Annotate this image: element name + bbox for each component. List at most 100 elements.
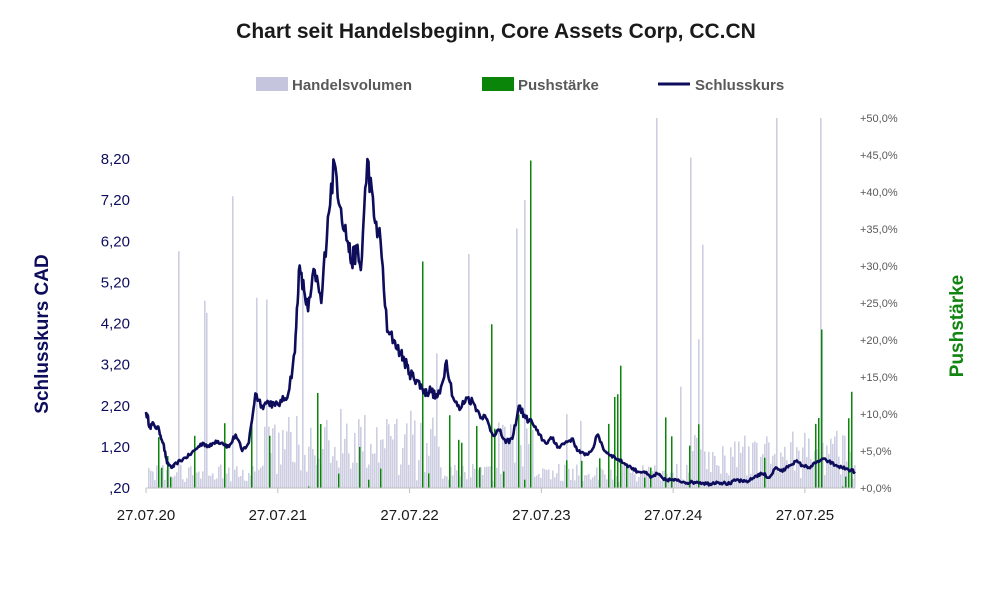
- volume-bar: [414, 420, 416, 488]
- push-bar: [317, 392, 319, 488]
- volume-bar: [378, 462, 380, 488]
- volume-bar: [558, 464, 560, 488]
- push-bar: [320, 424, 322, 488]
- push-bar: [617, 394, 619, 488]
- volume-bar: [538, 473, 540, 488]
- volume-bar: [376, 427, 378, 488]
- volume-bar: [304, 454, 306, 488]
- volume-bar: [618, 481, 620, 488]
- volume-bar: [796, 447, 798, 488]
- volume-bar: [752, 442, 754, 488]
- volume-bar: [180, 464, 182, 488]
- volume-bar: [280, 464, 282, 488]
- push-bar: [614, 396, 616, 488]
- volume-bar: [408, 464, 410, 488]
- volume-bar: [636, 481, 638, 488]
- volume-bar: [416, 480, 418, 488]
- push-bar: [818, 417, 820, 488]
- volume-bar: [438, 446, 440, 488]
- volume-bar: [208, 475, 210, 488]
- legend-item-volume[interactable]: Handelsvolumen: [256, 77, 412, 94]
- volume-bar: [504, 426, 506, 488]
- push-bar: [689, 445, 691, 488]
- volume-bar: [612, 479, 614, 488]
- x-tick-label: 27.07.23: [512, 507, 570, 524]
- volume-bar: [258, 469, 260, 488]
- volume-bar: [272, 428, 274, 488]
- volume-bar: [406, 423, 408, 488]
- volume-bar: [808, 438, 810, 488]
- volume-bar: [450, 466, 452, 488]
- volume-bar: [648, 466, 650, 488]
- legend-label-push: Pushstärke: [518, 77, 599, 94]
- push-bar: [815, 423, 817, 488]
- y-axis-left-label: Schlusskurs CAD: [32, 254, 53, 413]
- volume-bar: [490, 466, 492, 488]
- volume-bar: [718, 465, 720, 488]
- volume-bar: [444, 475, 446, 488]
- volume-bar: [386, 419, 388, 488]
- volume-bar: [708, 451, 710, 488]
- volume-bar: [436, 353, 438, 488]
- push-bar: [161, 467, 163, 488]
- push-bar: [167, 455, 169, 488]
- volume-bar: [822, 442, 824, 488]
- y-right-tick-label: +0,0%: [860, 483, 892, 495]
- push-bar: [428, 473, 430, 488]
- legend-item-price[interactable]: Schlusskurs: [658, 77, 784, 94]
- volume-bar: [630, 473, 632, 488]
- volume-bar: [574, 480, 576, 488]
- volume-bar: [604, 474, 606, 488]
- push-bar: [848, 418, 850, 488]
- volume-bar: [182, 479, 184, 488]
- volume-bar: [334, 446, 336, 488]
- volume-bar: [270, 453, 272, 488]
- volume-bar: [656, 118, 658, 488]
- volume-bar: [552, 470, 554, 488]
- y-right-tick-label: +40,0%: [860, 187, 898, 199]
- volume-bar: [564, 464, 566, 488]
- volume-bar: [684, 480, 686, 488]
- volume-bar: [726, 472, 728, 488]
- x-tick-label: 27.07.25: [776, 507, 834, 524]
- y-right-tick-label: +15,0%: [860, 372, 898, 384]
- y-left-tick-label: 7,20: [101, 192, 130, 209]
- volume-bar: [410, 410, 412, 488]
- volume-bar: [430, 429, 432, 488]
- volume-bar: [432, 417, 434, 488]
- volume-bar: [590, 479, 592, 488]
- volume-bar: [246, 481, 248, 488]
- push-bar: [422, 261, 424, 488]
- legend-item-push[interactable]: Pushstärke: [482, 77, 599, 94]
- volume-bar: [392, 439, 394, 488]
- y-left-tick-label: 3,20: [101, 357, 130, 374]
- volume-bar: [368, 464, 370, 488]
- volume-bar: [330, 462, 332, 488]
- volume-bar: [214, 479, 216, 488]
- volume-bar: [342, 453, 344, 488]
- volume-bar: [774, 453, 776, 488]
- volume-bar: [232, 196, 234, 488]
- volume-bar: [264, 426, 266, 488]
- volume-bar: [420, 422, 422, 488]
- volume-bar: [254, 471, 256, 488]
- volume-bar: [244, 480, 246, 488]
- volume-bar: [326, 420, 328, 488]
- volume-bar: [854, 465, 856, 488]
- volume-bar: [400, 464, 402, 488]
- volume-bar: [792, 431, 794, 488]
- volume-bar: [546, 470, 548, 488]
- volume-bar: [402, 448, 404, 488]
- volume-bar: [470, 477, 472, 488]
- volume-bar: [278, 432, 280, 488]
- volume-bar: [700, 449, 702, 488]
- volume-bar: [186, 478, 188, 488]
- volume-bar: [350, 468, 352, 488]
- volume-bar: [298, 444, 300, 488]
- volume-bar: [836, 430, 838, 488]
- volume-bar: [668, 478, 670, 488]
- volume-bar: [322, 448, 324, 488]
- push-bar: [566, 460, 568, 488]
- x-tick-label: 27.07.20: [117, 507, 175, 524]
